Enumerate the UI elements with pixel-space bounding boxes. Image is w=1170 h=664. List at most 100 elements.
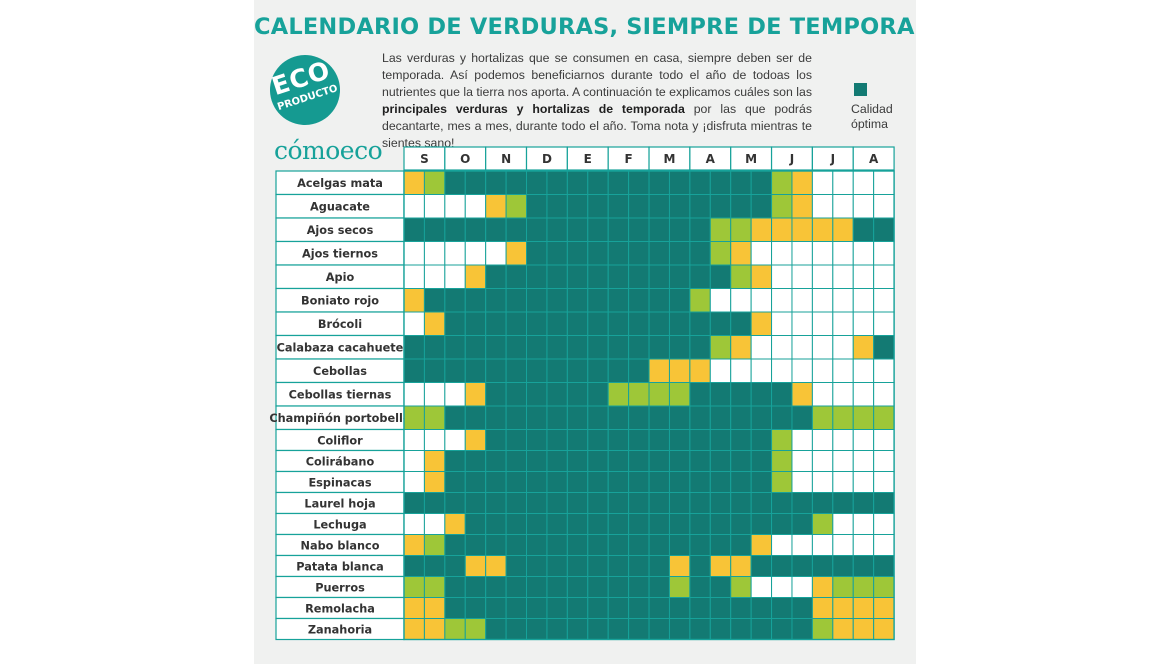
intro-text: Las verduras y hortalizas que se consume… [382, 50, 812, 152]
season-cell [505, 618, 528, 640]
season-cell [771, 170, 793, 195]
season-cell [444, 170, 466, 195]
season-cell [730, 513, 752, 535]
season-cell [526, 405, 548, 430]
season-cell [546, 335, 568, 360]
season-cell [526, 217, 548, 242]
season-cell [689, 513, 711, 535]
season-cell [423, 513, 446, 535]
season-cell [648, 358, 670, 383]
month-label: A [869, 152, 879, 166]
season-cell [607, 405, 630, 430]
season-cell [648, 335, 670, 360]
season-cell [587, 311, 609, 336]
season-cell [852, 534, 875, 556]
season-cell [689, 429, 711, 451]
season-cell [485, 555, 507, 577]
season-cell [628, 264, 650, 289]
month-header-cell [852, 146, 895, 171]
season-cell [566, 288, 589, 313]
season-cell [526, 471, 548, 493]
season-cell [771, 264, 793, 289]
season-cell [546, 194, 568, 219]
season-cell [791, 492, 813, 514]
season-cell [607, 555, 630, 577]
season-cell [403, 597, 425, 619]
season-cell [689, 450, 711, 472]
season-cell [505, 492, 528, 514]
season-cell [668, 450, 691, 472]
season-cell [628, 597, 650, 619]
season-cell [791, 405, 813, 430]
season-cell [587, 335, 609, 360]
season-cell [709, 405, 732, 430]
season-cell [566, 576, 589, 598]
season-cell [668, 264, 691, 289]
season-cell [668, 170, 691, 195]
season-cell [668, 555, 691, 577]
vegetable-label: Ajos secos [307, 224, 374, 237]
season-cell [709, 555, 732, 577]
page-title: CALENDARIO DE VERDURAS, SIEMPRE DE TEMPO… [254, 14, 916, 40]
season-cell [587, 358, 609, 383]
season-cell [852, 576, 875, 598]
season-cell [852, 264, 875, 289]
vegetable-label: Nabo blanco [301, 539, 380, 552]
season-cell [730, 311, 752, 336]
season-cell [648, 311, 670, 336]
season-cell [587, 597, 609, 619]
season-cell [485, 335, 507, 360]
season-cell [750, 471, 773, 493]
season-cell [852, 513, 875, 535]
season-cell [607, 382, 630, 407]
season-cell [546, 450, 568, 472]
season-cell [771, 358, 793, 383]
vegetable-label: Boniato rojo [301, 295, 379, 308]
season-cell [485, 534, 507, 556]
season-cell [730, 264, 752, 289]
season-cell [873, 555, 895, 577]
intro-part2: por las que podrás decantarte, mes a mes… [382, 102, 813, 150]
season-cell [689, 194, 711, 219]
season-cell [648, 241, 670, 266]
vegetable-label: Ajos tiernos [302, 248, 378, 261]
season-cell [607, 288, 630, 313]
season-cell [791, 288, 813, 313]
season-cell [423, 241, 446, 266]
season-cell [852, 450, 875, 472]
season-cell [628, 618, 650, 640]
season-cell [566, 264, 589, 289]
season-cell [423, 194, 446, 219]
season-cell [566, 217, 589, 242]
season-cell [873, 513, 895, 535]
season-cell [811, 382, 834, 407]
season-cell [811, 513, 834, 535]
season-cell [566, 492, 589, 514]
season-cell [811, 335, 834, 360]
season-cell [464, 405, 487, 430]
season-cell [771, 492, 793, 514]
season-cell [771, 597, 793, 619]
season-cell [689, 618, 711, 640]
season-cell [403, 335, 425, 360]
season-cell [423, 576, 446, 598]
season-cell [771, 450, 793, 472]
season-cell [648, 405, 670, 430]
season-cell [628, 555, 650, 577]
season-cell [689, 471, 711, 493]
season-cell [648, 555, 670, 577]
season-cell [587, 264, 609, 289]
season-cell [607, 450, 630, 472]
month-label: M [745, 152, 757, 166]
month-label: M [663, 152, 675, 166]
season-cell [628, 170, 650, 195]
season-cell [832, 597, 854, 619]
vegetable-label: Cebollas [313, 365, 367, 378]
season-cell [403, 450, 425, 472]
vegetable-label: Calabaza cacahuete [277, 342, 404, 355]
season-cell [730, 405, 752, 430]
season-cell [423, 405, 446, 430]
season-cell [444, 534, 466, 556]
season-cell [607, 241, 630, 266]
season-cell [709, 492, 732, 514]
